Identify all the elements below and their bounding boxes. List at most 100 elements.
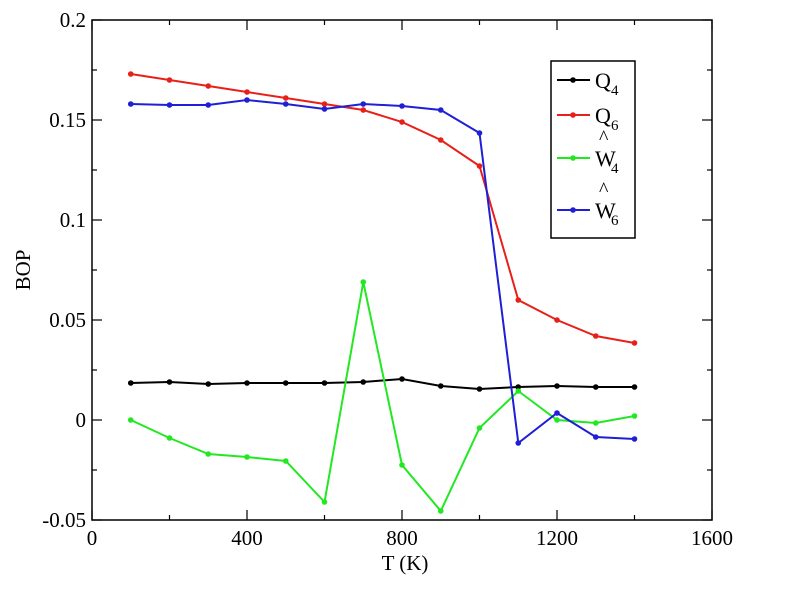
data-point [127,380,134,386]
data-point [476,386,483,392]
y-axis-title: BOP [11,250,35,291]
data-point [205,83,212,89]
data-point [437,137,444,143]
x-tick-label: 1200 [536,526,578,550]
x-axis-title: T (K) [382,551,429,575]
data-point [282,380,289,386]
legend-swatch-marker [570,155,576,161]
data-point [476,425,483,431]
data-point [437,508,444,514]
legend-subscript: 6 [611,118,619,134]
data-point [205,381,212,387]
data-point [244,97,250,103]
legend-label: W [595,146,616,171]
data-point [592,384,599,390]
data-point [321,106,328,112]
series-w4-hat [127,279,638,514]
data-point [554,317,560,323]
data-point [631,340,638,346]
x-tick-label: 800 [386,526,418,550]
series-q4 [127,376,638,392]
data-point [282,101,289,107]
legend-hat: ^ [599,127,609,149]
legend-label: Q [595,68,611,93]
data-point [476,130,483,136]
data-point [360,107,367,113]
series-q6 [127,71,638,346]
data-point [476,163,483,169]
data-point [631,413,638,419]
data-point [515,297,522,303]
data-point [399,103,405,109]
data-point [166,379,173,385]
x-tick-label: 400 [231,526,263,550]
data-point [437,383,444,389]
y-tick-label: 0 [76,408,87,432]
data-point [592,420,599,426]
data-point [244,89,250,95]
legend-label: Q [595,103,611,128]
data-point [631,436,638,442]
legend-hat: ^ [599,179,609,201]
legend-swatch-marker [570,112,576,118]
series-line [130,98,635,445]
data-point [360,279,367,285]
data-point [399,462,405,468]
data-point [592,434,599,440]
x-tick-label: 1600 [691,526,733,550]
data-point [631,384,638,390]
y-tick-label: 0.1 [60,208,86,232]
legend-subscript: 4 [611,161,619,177]
y-tick-label: 0.05 [49,308,86,332]
data-point [321,380,328,386]
data-point [244,454,250,460]
x-tick-label: 0 [87,526,98,550]
legend-swatch-marker [570,77,576,83]
data-point [554,410,560,416]
data-point [127,71,134,77]
plot-frame [91,19,713,521]
legend-item: ^W6 [557,179,619,229]
y-tick-label: 0.15 [49,108,86,132]
legend: Q 4Q 6^W4^W6 [550,60,636,239]
data-point [321,499,328,505]
data-point [592,333,599,339]
data-point [554,383,560,389]
legend-label: W [595,198,616,223]
data-point [166,435,173,441]
data-point [282,95,289,101]
data-point [282,458,289,464]
data-point [515,388,522,394]
data-point [360,101,367,107]
data-point [127,417,134,423]
y-tick-label: -0.05 [42,508,86,532]
legend-subscript: 4 [611,83,619,99]
legend-swatch-marker [570,207,576,213]
data-point [166,77,173,83]
data-point [205,451,212,457]
series-line [130,73,635,344]
data-point [244,380,250,386]
data-point [399,119,405,125]
series-line [130,281,635,513]
series-layer [127,71,638,514]
legend-box [550,60,636,239]
series-w6-hat [127,97,638,446]
data-point [166,102,173,108]
data-point [127,101,134,107]
data-point [399,376,405,382]
data-point [437,107,444,113]
legend-subscript: 6 [611,213,619,229]
data-point [205,102,212,108]
series-line [130,377,635,391]
data-point [515,440,522,446]
data-point [515,384,522,390]
legend-item: ^W4 [557,127,619,177]
data-point [554,417,560,423]
y-tick-label: 0.2 [60,8,86,32]
data-point [360,379,367,385]
